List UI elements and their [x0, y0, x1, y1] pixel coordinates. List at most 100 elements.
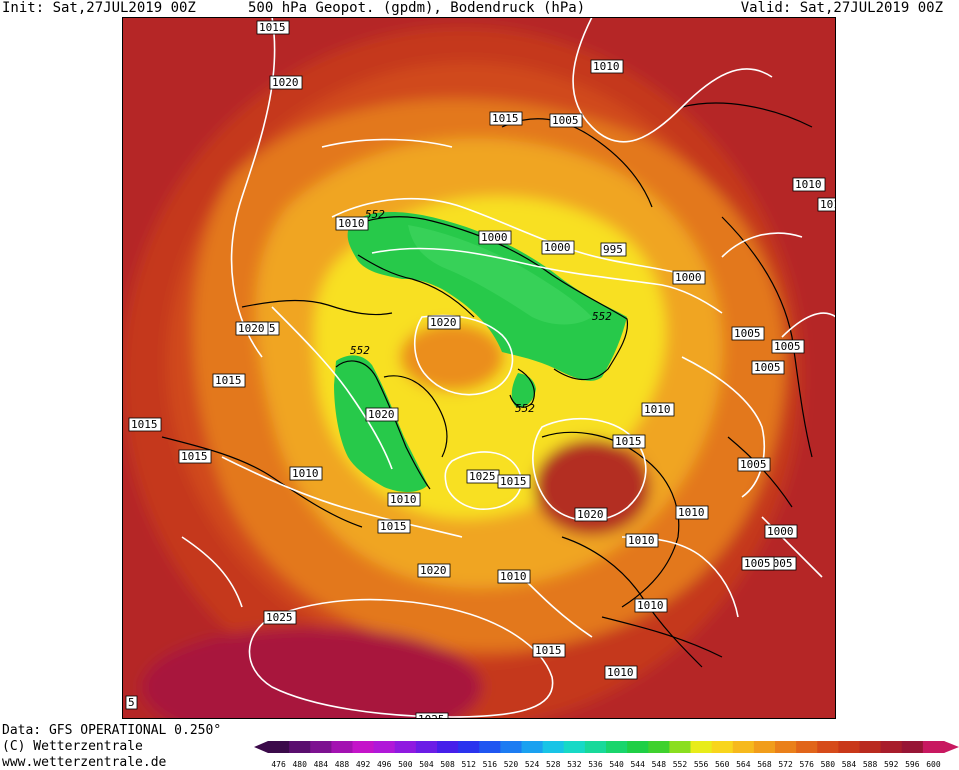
legend-swatch — [648, 741, 670, 753]
isobar-label-text: 1015 — [500, 475, 527, 488]
isobar-label-text: 1010 — [678, 506, 705, 519]
isobar-label: 995 — [600, 242, 627, 257]
legend-tick-label: 568 — [757, 760, 772, 769]
data-source-label: Data: GFS OPERATIONAL 0.250° — [2, 723, 222, 738]
isobar-label: 1010 — [675, 505, 709, 520]
isobar-label-text: 1005 — [552, 114, 579, 127]
isobar-label: 1005 — [731, 326, 765, 341]
geopotential-shading — [122, 17, 836, 719]
isobar-label: 1015 — [532, 643, 566, 658]
legend-swatch — [606, 741, 628, 753]
legend-swatch — [542, 741, 565, 753]
legend-tick-label: 512 — [461, 760, 476, 769]
isobar-label-text: 552 — [350, 344, 370, 357]
isobar-label: 1025 — [415, 712, 449, 719]
isobar-label: 1015 — [612, 434, 646, 449]
isobar-label: 1005 — [751, 360, 785, 375]
copyright-label: (C) Wetterzentrale — [2, 739, 143, 754]
isobar-label: 1010 — [289, 466, 323, 481]
isobar-label-text: 1005 — [774, 340, 801, 353]
isobar-label-text: 1000 — [675, 271, 702, 284]
isobar-label-text: 1025 — [266, 611, 293, 624]
isobar-label: 1010 — [641, 402, 675, 417]
isobar-label: 1000 — [764, 524, 798, 539]
geopotential-552-label: 552 — [515, 402, 535, 415]
geopotential-552-label: 552 — [365, 208, 385, 221]
legend-tick-label: 500 — [398, 760, 413, 769]
legend-swatch — [880, 741, 903, 753]
legend-tick-label: 488 — [335, 760, 350, 769]
isobar-label-text: 1010 — [644, 403, 671, 416]
legend-swatch — [711, 741, 734, 753]
isobar-label-text: 1015 — [131, 418, 158, 431]
isobar-label-text: 1020 — [272, 76, 299, 89]
isobar-label: 1025 — [466, 469, 500, 484]
isobar-label-text: 1015 — [492, 112, 519, 125]
isobar-label-text: 1020 — [238, 322, 265, 335]
isobar-label: 1015 — [178, 449, 212, 464]
isobar-label-text: 1010 — [390, 493, 417, 506]
isobar-label-text: 1010 — [795, 178, 822, 191]
isobar-label: 1015 — [489, 111, 523, 126]
legend-swatch — [289, 741, 311, 753]
isobars — [181, 17, 836, 718]
isobar-label-text: 995 — [603, 243, 623, 256]
legend-tick-label: 484 — [314, 760, 329, 769]
website-link[interactable]: www.wetterzentrale.de — [2, 755, 167, 770]
isobar-label-text: 1020 — [368, 408, 395, 421]
isobar-label-text: 1020 — [430, 316, 457, 329]
legend-tick-label: 552 — [673, 760, 688, 769]
isobar-label-text: 1005 — [734, 327, 761, 340]
isobar-label-text: 1020 — [420, 564, 447, 577]
legend-tick-label: 544 — [630, 760, 645, 769]
isobar-label-text: 1005 — [754, 361, 781, 374]
isobar-label: 1010 — [792, 177, 826, 192]
isobar-label-text: 1010 — [500, 570, 527, 583]
legend-tick-label: 492 — [356, 760, 371, 769]
legend-tick-label: 532 — [567, 760, 582, 769]
legend-tick-label: 560 — [715, 760, 730, 769]
legend-swatch — [753, 741, 776, 753]
isobar-label-text: 1000 — [544, 241, 571, 254]
legend-swatch — [437, 741, 459, 753]
legend-swatch — [775, 741, 797, 753]
legend-swatch — [732, 741, 755, 753]
isobar-label-text: 1025 — [418, 713, 445, 719]
legend-swatch — [690, 741, 713, 753]
isobar-label: 1020 — [427, 315, 461, 330]
legend-swatch — [669, 741, 691, 753]
isobar-labels: 1015102010151010100510101010100555210101… — [125, 20, 836, 719]
isobar-label: 5 — [125, 695, 138, 710]
legend-swatch — [479, 741, 501, 753]
legend-tick-label: 524 — [525, 760, 540, 769]
legend-tick-label: 580 — [821, 760, 836, 769]
isobar-label: 1005 — [549, 113, 583, 128]
legend-swatch — [331, 741, 353, 753]
legend-tick-label: 528 — [546, 760, 561, 769]
legend-tick-label: 576 — [799, 760, 814, 769]
isobar-label: 1015 — [128, 417, 162, 432]
legend-swatch — [627, 741, 649, 753]
isobar-label: 1020 — [574, 507, 608, 522]
isobar-label: 1015 — [256, 20, 290, 35]
legend-tick-label: 496 — [377, 760, 392, 769]
isobar-label-text: 1005 — [744, 557, 771, 570]
legend-swatch — [500, 741, 522, 753]
isobar-label: 1010 — [817, 197, 836, 212]
isobar-label: 1020 — [417, 563, 451, 578]
isobar-label: 1015 — [497, 474, 531, 489]
legend-swatch — [310, 741, 332, 753]
isobar-label: 1005 — [741, 556, 775, 571]
isobar-label: 1020 — [235, 321, 269, 336]
isobar-label: 1000 — [541, 240, 575, 255]
legend-tick-label: 536 — [588, 760, 603, 769]
legend-tick-label: 588 — [863, 760, 878, 769]
legend-swatch — [352, 741, 375, 753]
legend-swatch — [584, 741, 607, 753]
isobar-label-text: 1010 — [338, 217, 365, 230]
geopotential-552-label: 552 — [592, 310, 612, 323]
isobar-label: 1010 — [387, 492, 421, 507]
legend-tick-label: 584 — [842, 760, 857, 769]
legend-tick-label: 476 — [271, 760, 286, 769]
isobar-label: 1010 — [497, 569, 531, 584]
